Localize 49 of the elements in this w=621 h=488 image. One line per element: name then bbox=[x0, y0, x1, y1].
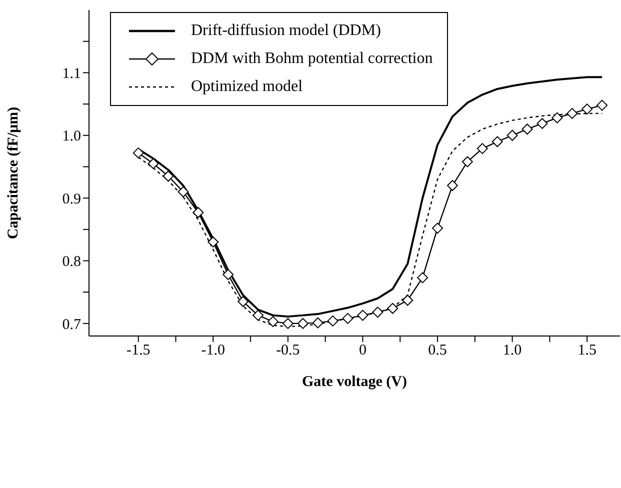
point bbox=[208, 236, 219, 248]
point bbox=[506, 130, 518, 141]
point bbox=[462, 156, 473, 168]
point bbox=[267, 316, 278, 328]
point bbox=[552, 112, 563, 124]
x-tick-label: 1.0 bbox=[502, 342, 522, 359]
point bbox=[566, 108, 578, 119]
point bbox=[148, 158, 159, 170]
point bbox=[522, 124, 533, 135]
point bbox=[162, 170, 174, 182]
legend-label: Drift-diffusion model (DDM) bbox=[191, 22, 381, 40]
point bbox=[297, 318, 308, 329]
point bbox=[178, 186, 189, 198]
point bbox=[596, 100, 608, 111]
point bbox=[192, 206, 204, 218]
text: -1.0 bbox=[201, 342, 226, 359]
point bbox=[222, 269, 234, 280]
point bbox=[252, 310, 264, 321]
point bbox=[446, 180, 458, 192]
y-tick-label: 0.9 bbox=[62, 191, 81, 208]
legend-label: Optimized model bbox=[191, 78, 303, 96]
y-tick-label: 1.1 bbox=[62, 66, 81, 82]
point bbox=[238, 296, 249, 308]
x-axis-title: Gate voltage (V) bbox=[302, 374, 407, 390]
point bbox=[417, 272, 428, 284]
point bbox=[432, 222, 444, 234]
point bbox=[372, 306, 384, 318]
y-axis-title: Capacitance (fF/μm) bbox=[5, 106, 22, 240]
point bbox=[582, 104, 593, 115]
point bbox=[342, 312, 354, 324]
point bbox=[327, 315, 338, 326]
point bbox=[312, 317, 324, 328]
y-tick-label: 0.7 bbox=[62, 316, 82, 333]
y-tick-label: 1.0 bbox=[62, 128, 81, 145]
point bbox=[492, 136, 503, 148]
point bbox=[282, 318, 294, 329]
x-tick-label: -0.5 bbox=[276, 342, 300, 359]
point bbox=[132, 147, 144, 158]
legend-label: DDM with Bohm potential correction bbox=[191, 50, 433, 68]
point bbox=[387, 302, 398, 314]
x-tick-label: 1.5 bbox=[578, 342, 596, 359]
point bbox=[357, 310, 368, 321]
point bbox=[536, 118, 548, 129]
point bbox=[402, 294, 414, 306]
y-tick-label: 0.8 bbox=[62, 254, 81, 270]
x-tick-label: 0 bbox=[358, 342, 366, 359]
x-tick-label: 0.5 bbox=[428, 342, 447, 359]
x-tick-label: -1.5 bbox=[126, 342, 150, 359]
point bbox=[476, 143, 488, 154]
